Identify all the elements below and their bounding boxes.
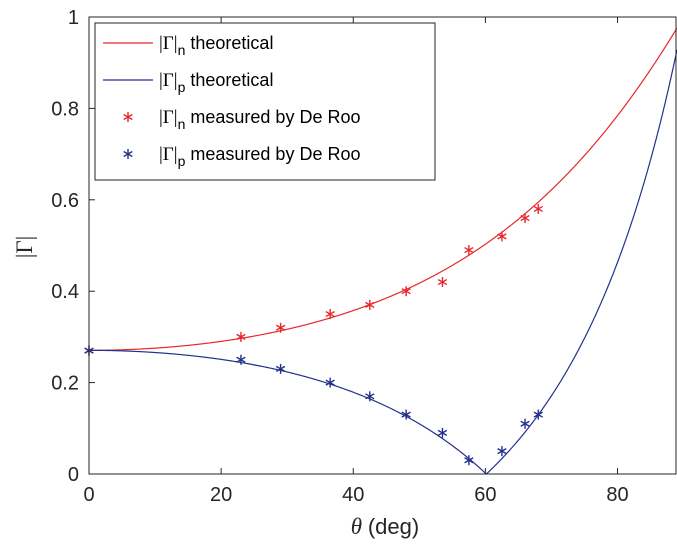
theoretical-curve-p — [89, 49, 677, 475]
data-point-marker — [437, 277, 448, 288]
legend-entry: |Γ|n measured by De Roo — [159, 107, 360, 132]
legend: |Γ|n theoretical|Γ|p theoretical|Γ|n mea… — [94, 22, 436, 181]
x-axis-symbol: θ — [351, 514, 362, 539]
theoretical-curve-n — [89, 27, 677, 351]
x-tick-label: 60 — [474, 484, 496, 506]
data-point-marker — [401, 286, 411, 297]
y-tick-label: 0 — [68, 464, 79, 486]
data-point-marker — [520, 418, 530, 429]
legend-entry: |Γ|n theoretical — [159, 33, 273, 58]
legend-subscript: n — [178, 42, 186, 58]
legend-entry: |Γ|p measured by De Roo — [159, 144, 360, 169]
data-point-marker — [464, 455, 474, 466]
data-point-marker — [497, 231, 507, 242]
y-tick-label: 0.6 — [51, 190, 79, 212]
legend-description: measured by De Roo — [185, 144, 360, 164]
legend-marker-swatch — [123, 149, 133, 159]
legend-symbol: |Γ| — [159, 70, 178, 91]
data-point-marker — [236, 354, 246, 365]
data-point-marker — [365, 299, 375, 310]
data-point-marker — [533, 409, 543, 420]
data-point-marker — [365, 391, 375, 402]
x-tick-label: 20 — [210, 484, 232, 506]
legend-description: theoretical — [185, 70, 273, 90]
data-point-marker — [275, 322, 286, 333]
plot-frame — [88, 16, 677, 475]
data-point-marker — [464, 245, 474, 256]
y-axis-label: |Γ| — [12, 236, 37, 259]
data-point-marker — [236, 331, 246, 342]
ticks-layer: 0 20 40 60 80 0 0.2 0.4 0.6 0.8 1 — [51, 7, 628, 506]
legend-marker-swatch — [123, 112, 133, 122]
data-point-marker — [325, 309, 335, 320]
series-layer — [89, 27, 677, 475]
data-point-marker — [533, 203, 543, 214]
y-tick-label: 1 — [68, 7, 79, 29]
data-point-marker — [275, 363, 286, 374]
markers-layer — [84, 203, 543, 466]
legend-entry: |Γ|p theoretical — [159, 70, 273, 95]
legend-symbol: |Γ| — [159, 107, 178, 128]
legend-subscript: p — [178, 153, 186, 169]
legend-symbol: |Γ| — [159, 33, 178, 54]
legend-symbol: |Γ| — [159, 144, 178, 165]
y-tick-label: 0.4 — [51, 281, 79, 303]
legend-description: theoretical — [185, 33, 273, 53]
legend-description: measured by De Roo — [185, 107, 360, 127]
legend-subscript: n — [178, 116, 186, 132]
data-point-marker — [325, 377, 335, 388]
x-tick-label: 80 — [606, 484, 628, 506]
data-point-marker — [401, 409, 411, 420]
data-point-marker — [497, 446, 507, 457]
data-point-marker — [437, 427, 448, 438]
y-tick-label: 0.2 — [51, 373, 79, 395]
legend-subscript: p — [178, 79, 186, 95]
y-tick-label: 0.8 — [51, 98, 79, 120]
x-tick-label: 0 — [83, 484, 94, 506]
x-axis-unit: (deg) — [368, 514, 419, 539]
data-point-marker — [520, 213, 530, 224]
legend-box — [94, 22, 436, 181]
x-axis-label: θ (deg) — [351, 514, 419, 539]
x-tick-label: 40 — [342, 484, 364, 506]
